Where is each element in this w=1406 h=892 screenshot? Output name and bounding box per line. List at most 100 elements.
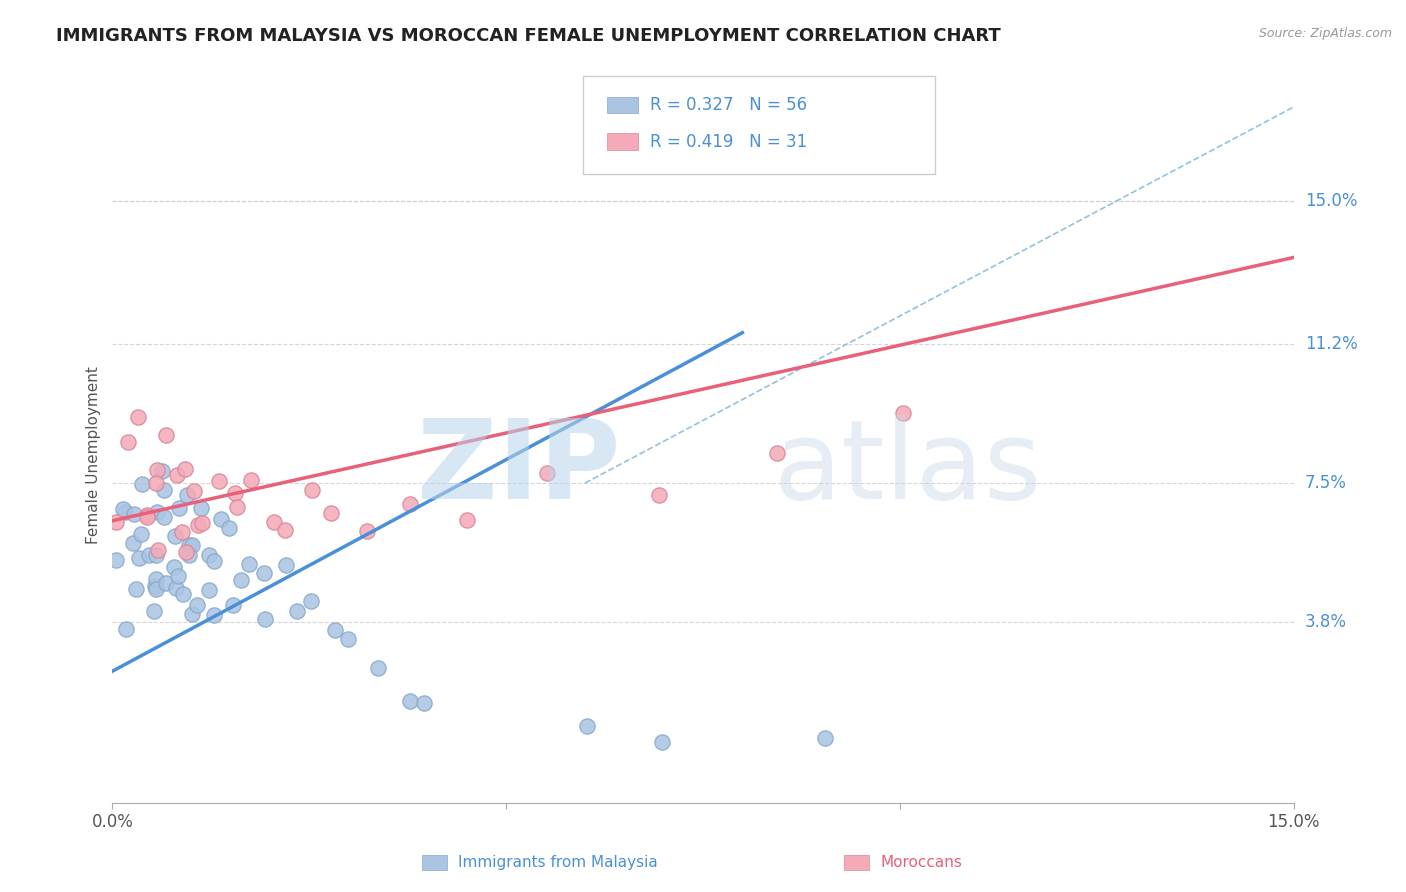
Point <box>274 523 297 537</box>
Point <box>152 483 174 498</box>
Point <box>145 582 167 596</box>
Point <box>456 513 478 527</box>
Point <box>128 550 150 565</box>
Point <box>263 515 285 529</box>
Point <box>136 508 159 522</box>
Point <box>153 509 176 524</box>
Point <box>766 446 789 460</box>
Point <box>224 486 246 500</box>
Point <box>202 607 225 622</box>
Point <box>122 536 145 550</box>
Point <box>145 572 167 586</box>
Point <box>183 483 205 498</box>
Text: 15.0%: 15.0% <box>1305 192 1357 210</box>
Point <box>190 501 212 516</box>
Point <box>187 518 209 533</box>
Point <box>155 576 177 591</box>
Point <box>115 622 138 636</box>
Text: atlas: atlas <box>773 416 1042 523</box>
Point <box>145 549 167 563</box>
Text: Immigrants from Malaysia: Immigrants from Malaysia <box>458 855 658 870</box>
Point <box>209 511 232 525</box>
Point <box>367 661 389 675</box>
Point <box>146 505 169 519</box>
Point <box>174 544 197 558</box>
Point <box>186 598 208 612</box>
Point <box>131 477 153 491</box>
Point <box>180 607 202 622</box>
Point <box>208 474 231 488</box>
Point <box>117 434 139 449</box>
Point <box>225 500 247 514</box>
Text: R = 0.419   N = 31: R = 0.419 N = 31 <box>650 133 807 151</box>
Point <box>105 553 128 567</box>
Text: 11.2%: 11.2% <box>1305 335 1357 353</box>
Point <box>536 466 558 480</box>
Point <box>197 582 219 597</box>
Text: Source: ZipAtlas.com: Source: ZipAtlas.com <box>1258 27 1392 40</box>
Point <box>163 559 186 574</box>
Point <box>813 731 835 745</box>
Point <box>176 487 198 501</box>
Y-axis label: Female Unemployment: Female Unemployment <box>86 366 101 544</box>
Text: Moroccans: Moroccans <box>880 855 962 870</box>
Point <box>337 632 360 647</box>
Point <box>576 719 599 733</box>
Text: IMMIGRANTS FROM MALAYSIA VS MOROCCAN FEMALE UNEMPLOYMENT CORRELATION CHART: IMMIGRANTS FROM MALAYSIA VS MOROCCAN FEM… <box>56 27 1001 45</box>
Point <box>253 612 276 626</box>
Point <box>129 527 152 541</box>
Point <box>166 468 188 483</box>
Point <box>197 548 219 562</box>
Point <box>238 557 260 571</box>
Point <box>170 525 193 540</box>
Point <box>648 488 671 502</box>
Point <box>138 548 160 562</box>
Point <box>398 694 420 708</box>
Point <box>321 507 343 521</box>
Text: R = 0.327   N = 56: R = 0.327 N = 56 <box>650 96 807 114</box>
Point <box>177 548 200 562</box>
Point <box>167 501 190 516</box>
Point <box>323 623 346 637</box>
Point <box>412 697 434 711</box>
Point <box>180 538 202 552</box>
Point <box>253 566 276 580</box>
Point <box>285 604 308 618</box>
Point <box>399 497 422 511</box>
Point <box>229 573 252 587</box>
Point <box>222 598 245 612</box>
Point <box>239 473 262 487</box>
Point <box>146 542 169 557</box>
Point <box>127 410 149 425</box>
Point <box>125 582 148 597</box>
Point <box>150 464 173 478</box>
Point <box>165 582 187 596</box>
Point <box>111 502 134 516</box>
Point <box>356 524 378 538</box>
Point <box>114 505 136 519</box>
Point <box>167 568 190 582</box>
Point <box>274 558 297 573</box>
Point <box>136 510 159 524</box>
Text: 7.5%: 7.5% <box>1305 475 1347 492</box>
Point <box>155 428 177 442</box>
Point <box>301 483 323 498</box>
Point <box>165 529 187 543</box>
Point <box>299 593 322 607</box>
Point <box>122 507 145 521</box>
Point <box>143 579 166 593</box>
Text: 3.8%: 3.8% <box>1305 614 1347 632</box>
Text: ZIP: ZIP <box>418 416 620 523</box>
Point <box>202 554 225 568</box>
Point <box>104 515 127 529</box>
Point <box>146 463 169 477</box>
Point <box>145 476 167 491</box>
Point <box>891 406 914 420</box>
Point <box>173 462 195 476</box>
Point <box>177 538 200 552</box>
Point <box>143 604 166 618</box>
Point <box>218 521 240 535</box>
Point <box>172 587 194 601</box>
Point <box>651 735 673 749</box>
Point <box>191 516 214 531</box>
